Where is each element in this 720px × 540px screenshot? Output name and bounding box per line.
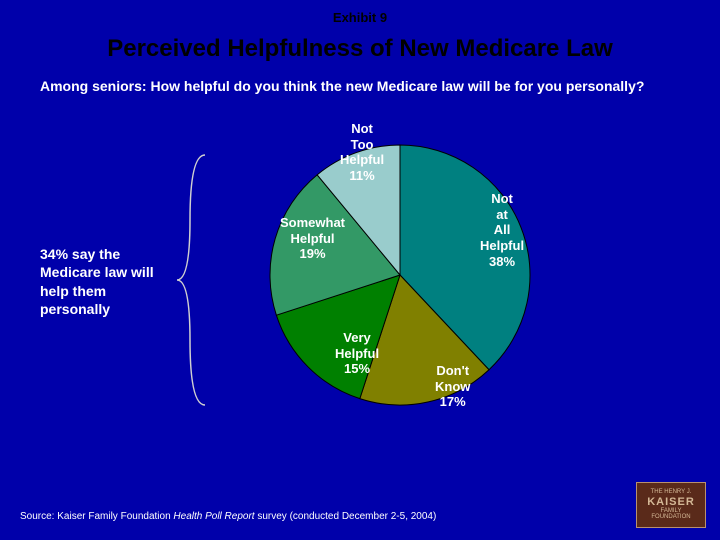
- callout-text: 34% say the Medicare law will help them …: [40, 245, 170, 318]
- slice-label: SomewhatHelpful19%: [280, 215, 345, 262]
- exhibit-label: Exhibit 9: [0, 0, 720, 25]
- slice-label: Don'tKnow17%: [435, 363, 470, 410]
- slice-label: NotTooHelpful11%: [340, 121, 384, 183]
- logo-line4: FOUNDATION: [639, 514, 703, 521]
- slice-label: VeryHelpful15%: [335, 330, 379, 377]
- source-citation: Source: Kaiser Family Foundation Health …: [20, 511, 436, 522]
- slice-label: NotatAllHelpful38%: [480, 191, 524, 269]
- source-italic: Health Poll Report: [173, 511, 254, 522]
- logo-line2: KAISER: [639, 496, 703, 508]
- brace-icon: [175, 150, 215, 410]
- logo-line1: THE HENRY J.: [639, 489, 703, 496]
- source-suffix: survey (conducted December 2-5, 2004): [255, 511, 437, 522]
- question-text: Among seniors: How helpful do you think …: [0, 77, 720, 105]
- logo-line3: FAMILY: [639, 508, 703, 515]
- page-title: Perceived Helpfulness of New Medicare La…: [0, 25, 720, 77]
- pie-chart: [250, 115, 550, 440]
- kaiser-logo: THE HENRY J. KAISER FAMILY FOUNDATION: [636, 482, 706, 528]
- source-prefix: Source: Kaiser Family Foundation: [20, 511, 173, 522]
- chart-area: 34% say the Medicare law will help them …: [0, 105, 720, 465]
